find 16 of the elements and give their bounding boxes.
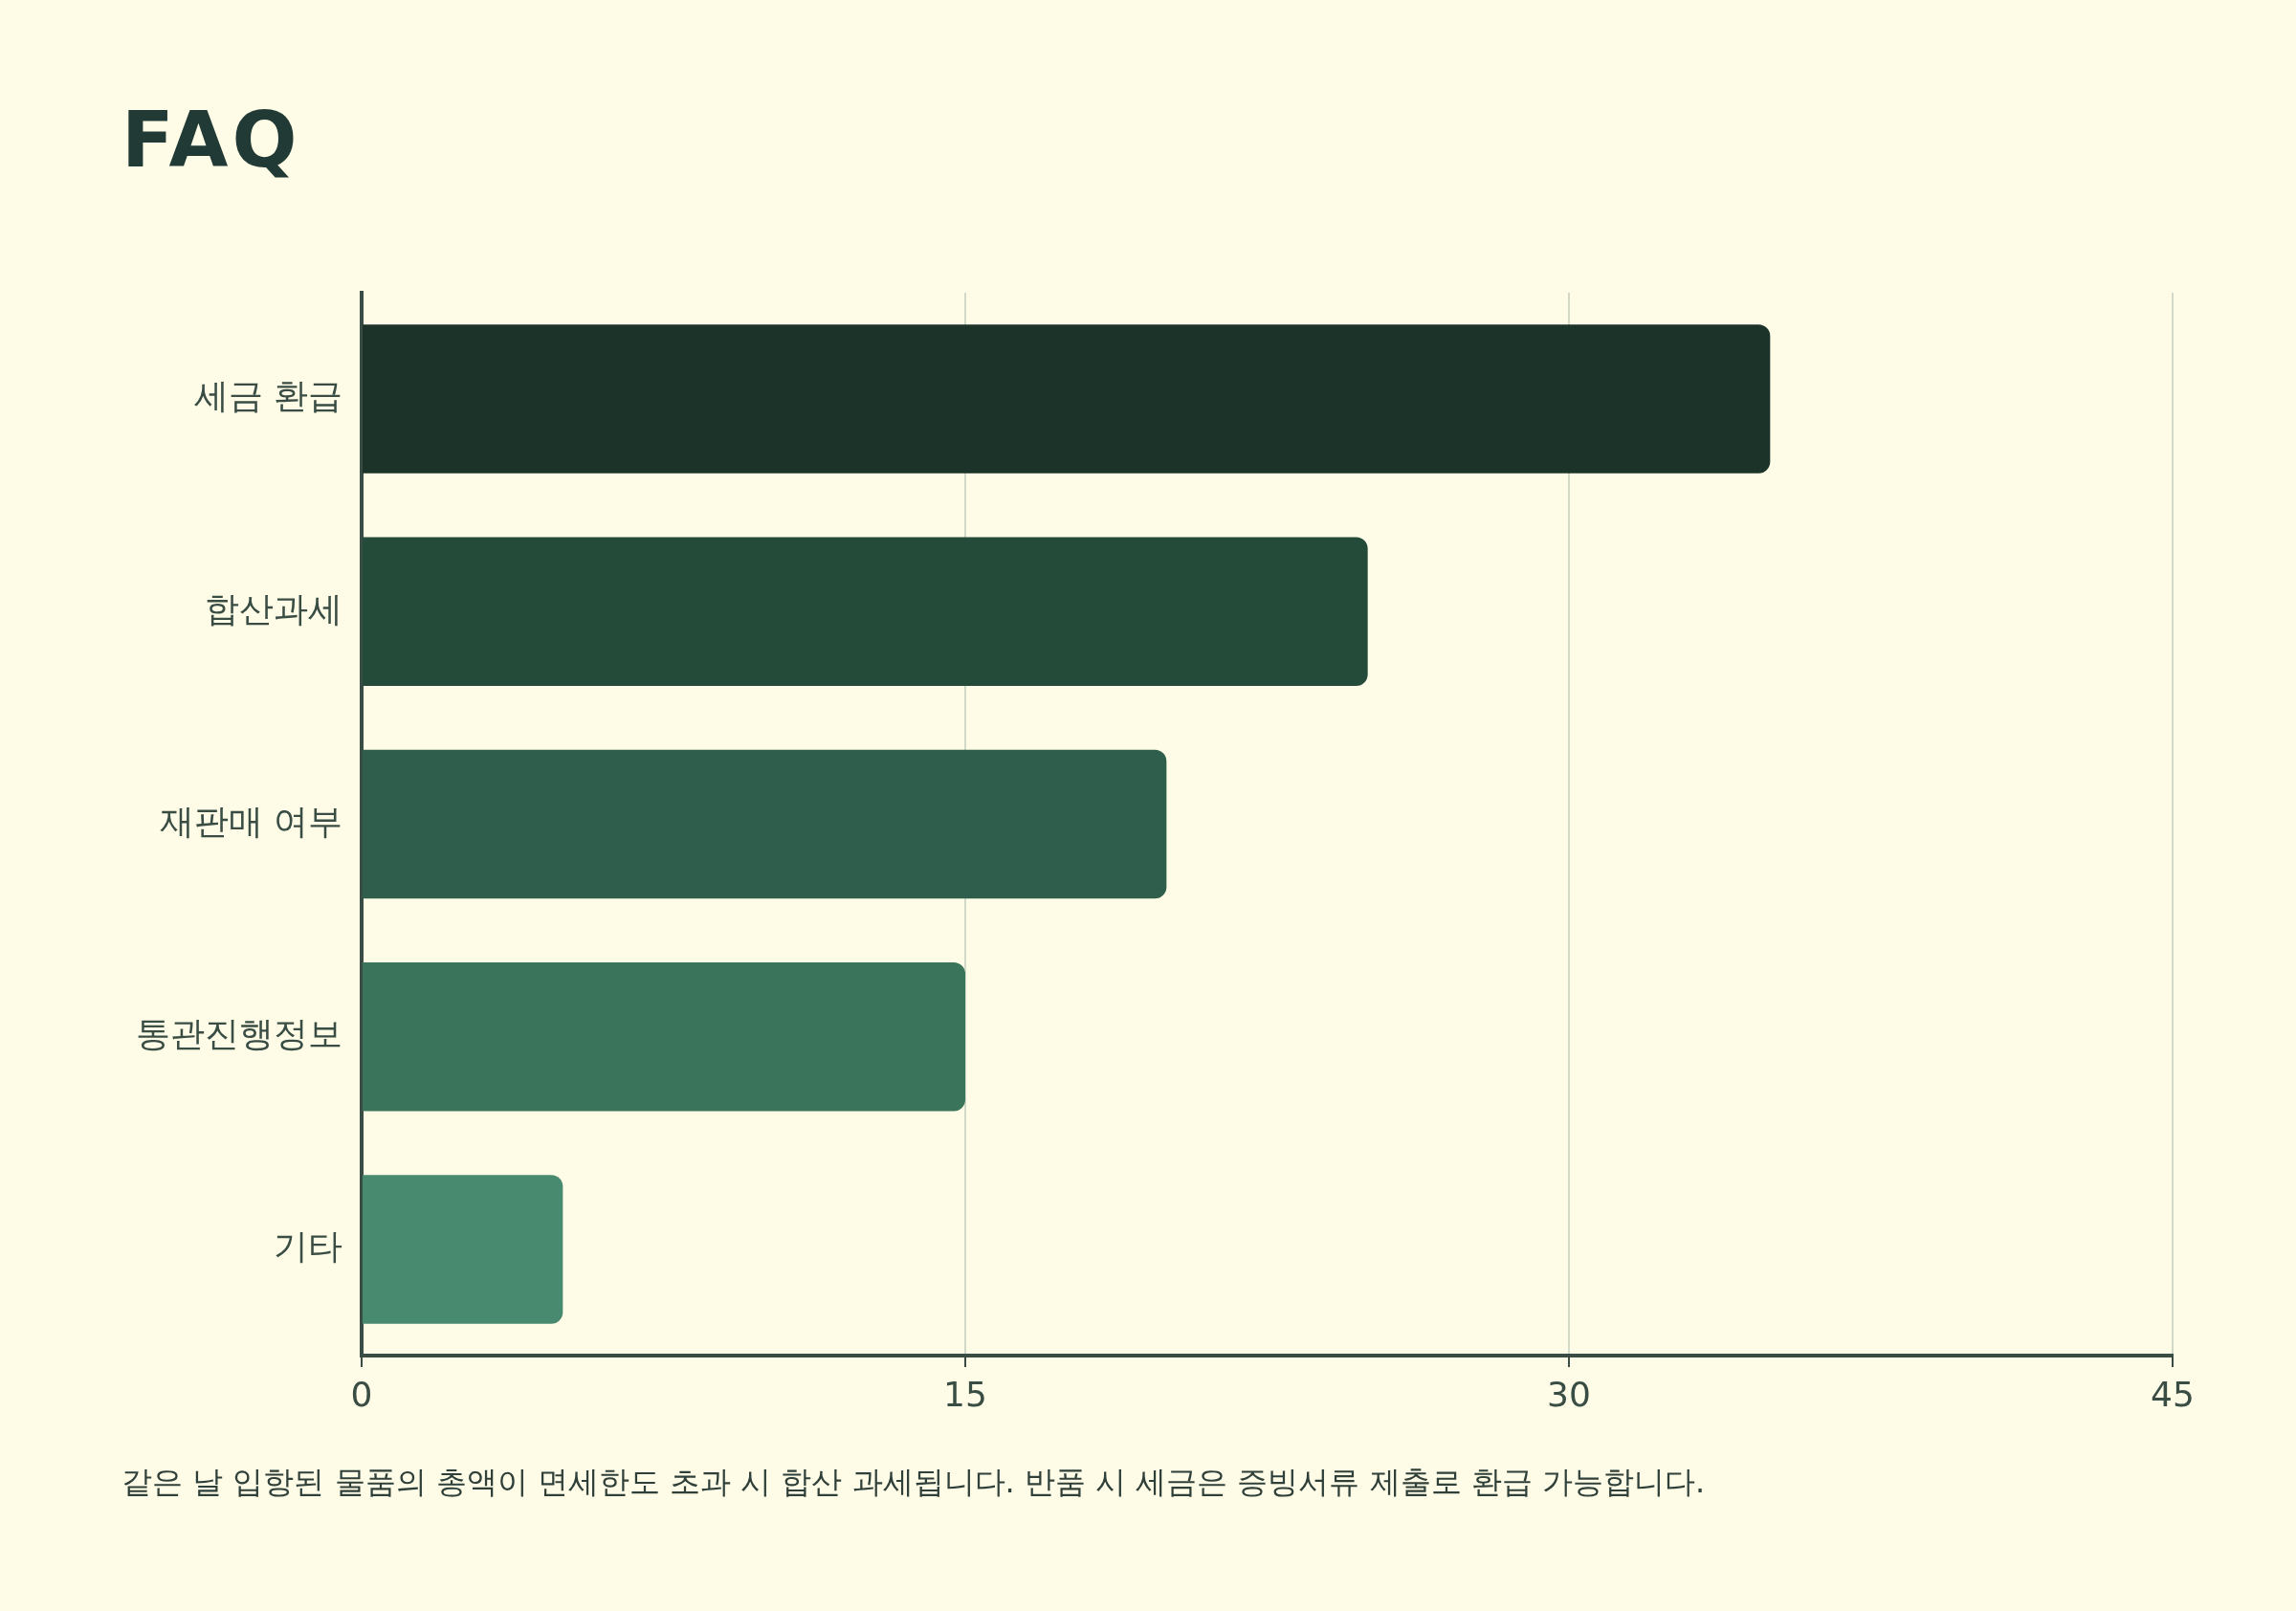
y-tick-label: 통관진행정보 (136, 1014, 342, 1054)
bar (363, 961, 965, 1112)
chart-title: FAQ (121, 96, 301, 185)
bar (363, 1175, 563, 1324)
y-tick-label: 합산과세 (205, 588, 342, 629)
bar (363, 537, 1368, 687)
y-tick-label: 기타 (274, 1226, 342, 1267)
y-tick-label: 세금 환급 (193, 376, 342, 416)
x-tick-label: 15 (943, 1374, 987, 1414)
y-tick-label: 재판매 여부 (159, 801, 342, 841)
x-tick-label: 0 (350, 1374, 373, 1414)
bar (363, 749, 1167, 899)
text: 같은 날 입항된 물품의 총액이 면세한도 초과 시 합산 과세됩니다. 반품 시 세금은 증빙서류 제출로 환급 가능합니다. (121, 1463, 1706, 1502)
x-tick-label: 45 (2151, 1374, 2195, 1414)
bar (363, 324, 1771, 474)
x-tick-label: 30 (1547, 1374, 1591, 1414)
